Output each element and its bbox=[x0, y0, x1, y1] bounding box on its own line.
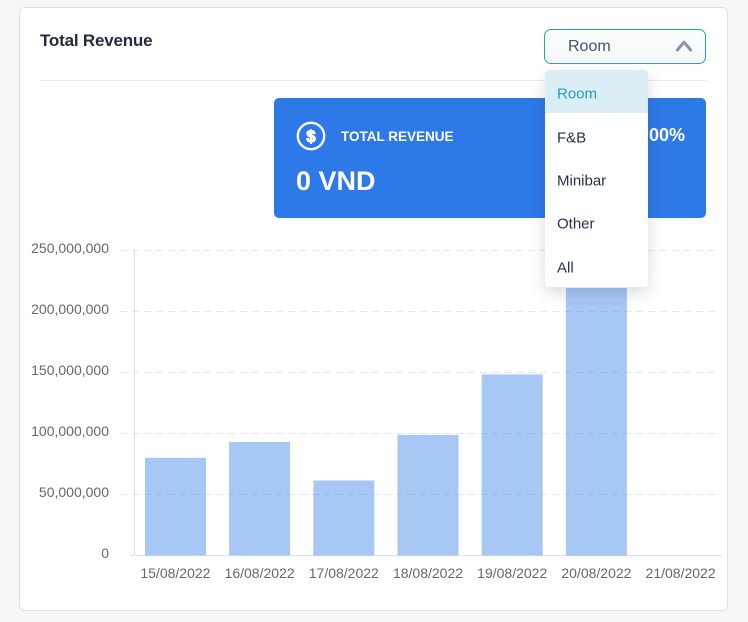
svg-text:150,000,000: 150,000,000 bbox=[31, 362, 109, 378]
svg-text:16/08/2022: 16/08/2022 bbox=[225, 565, 295, 581]
svg-text:$: $ bbox=[306, 128, 315, 146]
svg-text:19/08/2022: 19/08/2022 bbox=[477, 565, 547, 581]
svg-text:250,000,000: 250,000,000 bbox=[31, 240, 109, 256]
svg-text:100,000,000: 100,000,000 bbox=[31, 423, 109, 439]
svg-text:20/08/2022: 20/08/2022 bbox=[561, 565, 631, 581]
svg-text:200,000,000: 200,000,000 bbox=[31, 301, 109, 317]
svg-text:21/08/2022: 21/08/2022 bbox=[646, 565, 716, 581]
svg-text:17/08/2022: 17/08/2022 bbox=[309, 565, 379, 581]
svg-text:15/08/2022: 15/08/2022 bbox=[140, 565, 210, 581]
svg-text:0: 0 bbox=[101, 545, 109, 561]
svg-text:50,000,000: 50,000,000 bbox=[39, 484, 109, 500]
svg-text:18/08/2022: 18/08/2022 bbox=[393, 565, 463, 581]
